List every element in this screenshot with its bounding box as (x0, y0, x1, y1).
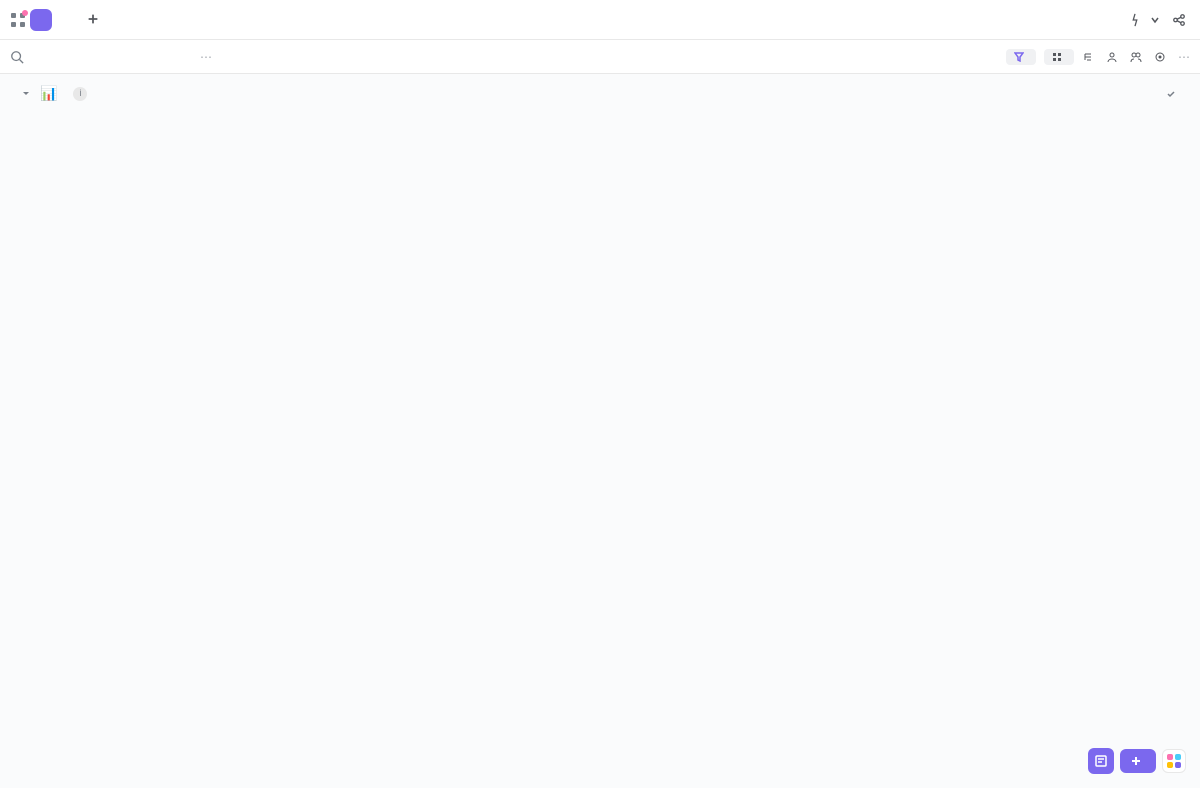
chevron-down-icon (1150, 15, 1160, 25)
search-icon (10, 50, 24, 64)
filter-button[interactable] (1006, 49, 1036, 65)
fab-task-button[interactable] (1120, 749, 1156, 773)
show-button[interactable] (1154, 51, 1170, 63)
collapse-all-icon[interactable] (20, 88, 32, 100)
share-button[interactable] (1172, 13, 1190, 27)
info-icon[interactable]: i (73, 87, 87, 101)
add-view-button[interactable] (76, 0, 114, 40)
team-badge[interactable] (30, 9, 52, 31)
toolbar-more-icon[interactable]: ⋯ (1178, 50, 1190, 64)
me-button[interactable] (1106, 51, 1122, 63)
search-input[interactable] (34, 50, 190, 64)
fab-note-button[interactable] (1088, 748, 1114, 774)
groupby-button[interactable] (1044, 49, 1074, 65)
hide-closed-button[interactable] (1166, 89, 1180, 99)
assignees-button[interactable] (1130, 51, 1146, 63)
fab-apps-button[interactable] (1162, 749, 1186, 773)
automate-button[interactable] (1128, 13, 1160, 27)
apps-grid-icon[interactable] (10, 12, 26, 28)
page-emoji: 📊 (40, 86, 57, 102)
more-icon[interactable]: ⋯ (200, 50, 212, 64)
subtasks-button[interactable] (1082, 51, 1098, 63)
